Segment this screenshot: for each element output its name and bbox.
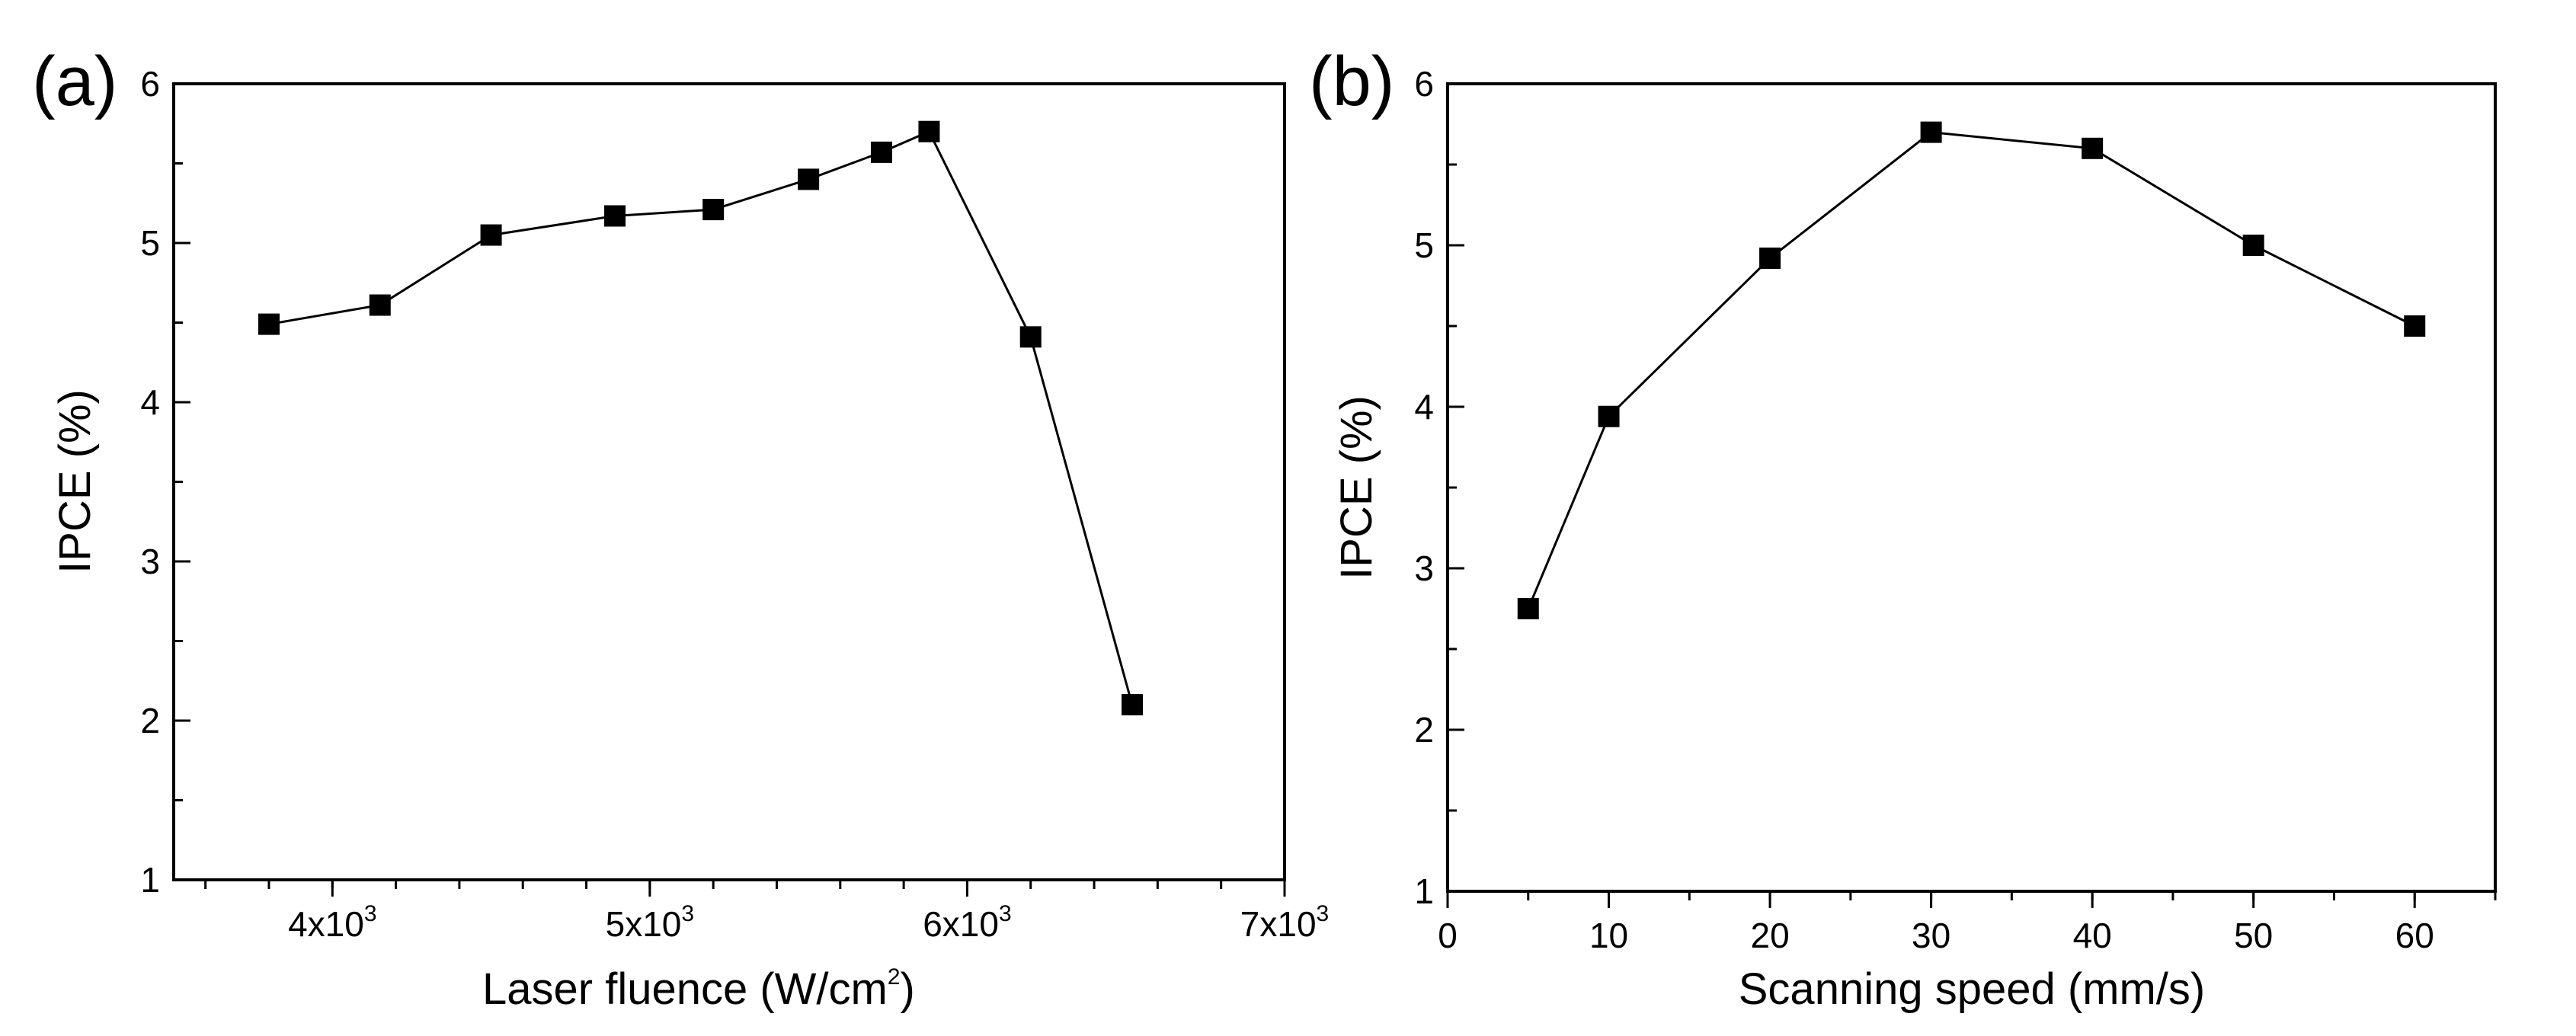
data-point-a — [798, 168, 820, 190]
x-tick-label-exp: 3 — [364, 901, 377, 926]
x-tick-label-base: 7x10 — [1240, 904, 1317, 944]
data-point-a — [258, 313, 280, 335]
y-tick-label-a: 3 — [140, 542, 160, 581]
x-tick-label-base: 4x10 — [288, 904, 364, 944]
y-tick-label-a: 2 — [140, 701, 160, 740]
y-tick-label-a: 5 — [140, 223, 160, 263]
x-axis-title-a: Laser fluence (W/cm2) — [482, 964, 915, 1014]
y-tick-label-b: 1 — [1414, 871, 1434, 911]
data-point-a — [870, 141, 892, 163]
y-tick-label-b: 6 — [1414, 64, 1434, 104]
x-tick-label-base: 6x10 — [923, 904, 999, 944]
data-point-a — [604, 205, 626, 227]
data-series-b — [1517, 121, 2426, 619]
x-tick-label-exp: 3 — [681, 901, 694, 926]
x-tick-label-a: 6x103 — [923, 901, 1011, 944]
data-series-a — [258, 120, 1144, 716]
x-tick-labels-a: 4x103 5x103 6x103 7x103 — [288, 901, 1329, 944]
x-tick-label-b: 60 — [2395, 916, 2434, 955]
series-line-b — [1527, 131, 2415, 609]
panel-label-b: (b) — [1309, 43, 1394, 120]
plot-frame-a — [172, 82, 1286, 881]
x-axis-title-a-main: Laser fluence (W/cm — [482, 964, 888, 1014]
y-tick-label-a: 4 — [140, 382, 160, 422]
x-tick-label-b: 30 — [1912, 916, 1950, 955]
data-point-b — [2404, 315, 2426, 337]
panel-label-a: (a) — [32, 43, 117, 120]
data-point-b — [1920, 121, 1942, 143]
data-point-b — [1598, 405, 1620, 427]
y-tick-label-b: 3 — [1414, 548, 1434, 588]
x-tick-label-a: 7x103 — [1240, 901, 1329, 944]
data-point-a — [918, 120, 940, 142]
data-point-a — [480, 224, 502, 246]
data-point-b — [2242, 235, 2264, 256]
x-tick-label-a: 4x103 — [288, 901, 376, 944]
series-line-a — [268, 130, 1134, 705]
x-tick-label-b: 20 — [1750, 916, 1789, 955]
y-axis-title-b: IPCE (%) — [1332, 395, 1381, 580]
chart-panel-b: (b) 0 10 20 30 40 50 60 1 2 3 4 5 6 Scanning speed … — [1309, 43, 2497, 1014]
plot-frame-b — [1446, 82, 2497, 893]
y-tick-label-a: 6 — [140, 64, 160, 104]
y-tick-label-a: 1 — [140, 860, 160, 900]
data-point-a — [702, 199, 725, 221]
data-point-a — [369, 294, 391, 316]
y-tick-label-b: 2 — [1414, 710, 1434, 750]
data-point-a — [1122, 694, 1144, 716]
axis-ticks-b — [1446, 82, 2497, 908]
x-axis-title-b: Scanning speed (mm/s) — [1739, 964, 2205, 1014]
x-tick-label-b: 50 — [2234, 916, 2273, 955]
x-tick-label-base: 5x10 — [606, 904, 682, 944]
y-tick-label-b: 4 — [1414, 387, 1434, 427]
data-point-b — [2082, 137, 2104, 159]
y-tick-label-b: 5 — [1414, 225, 1434, 265]
x-tick-label-exp: 3 — [999, 901, 1012, 926]
y-axis-title-a: IPCE (%) — [50, 389, 100, 574]
x-tick-label-a: 5x103 — [606, 901, 694, 944]
x-tick-label-b: 10 — [1589, 916, 1628, 955]
y-tick-labels-b: 1 2 3 4 5 6 — [1414, 64, 1434, 911]
x-tick-label-b: 0 — [1438, 916, 1458, 955]
data-point-b — [1759, 247, 1781, 269]
x-tick-labels-b: 0 10 20 30 40 50 60 — [1438, 916, 2434, 955]
data-point-b — [1517, 598, 1539, 619]
axis-ticks-a — [174, 82, 1286, 897]
x-axis-title-a-sup: 2 — [888, 964, 901, 990]
x-axis-title-a-end: ) — [901, 964, 915, 1014]
x-tick-label-exp: 3 — [1317, 901, 1330, 926]
y-tick-labels-a: 1 2 3 4 5 6 — [140, 64, 160, 900]
x-tick-label-b: 40 — [2073, 916, 2112, 955]
data-point-a — [1019, 326, 1042, 348]
